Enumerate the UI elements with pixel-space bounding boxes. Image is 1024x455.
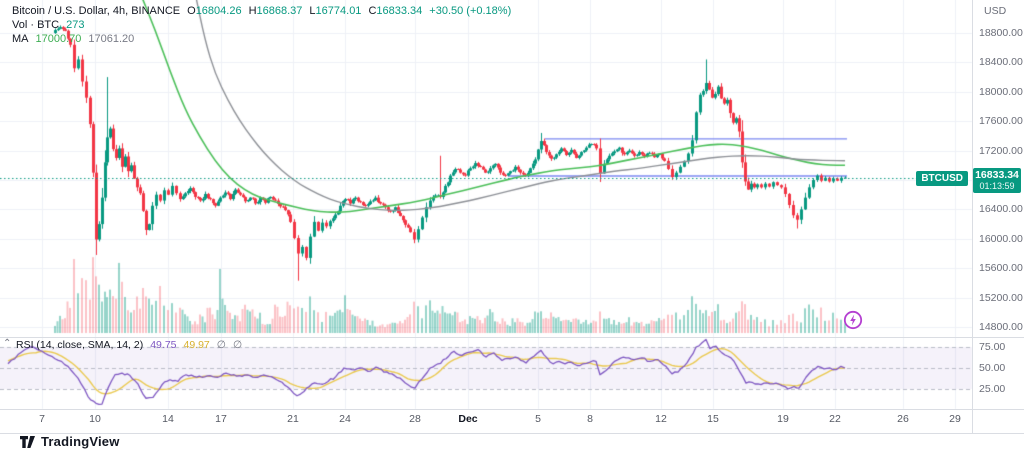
flash-order-button[interactable]	[842, 309, 864, 331]
price-tick-label: 17200.00	[979, 144, 1023, 157]
price-tick-label: 18400.00	[979, 56, 1023, 69]
volume-label: Vol · BTC	[12, 19, 60, 31]
tradingview-logo[interactable]: TradingView	[20, 434, 120, 449]
price-axis-unit: USD	[984, 5, 1007, 17]
time-tick-label: 7	[39, 413, 45, 425]
bar-countdown: 01:13:59	[979, 181, 1015, 191]
ma-legend[interactable]: MA 17000.70 17061.20	[12, 33, 134, 46]
chart-bottom-border	[0, 433, 1024, 434]
time-tick-label: 28	[409, 413, 421, 425]
time-tick-label: 14	[162, 413, 174, 425]
rsi-signal-value: 49.97	[183, 339, 210, 351]
time-tick-label: 19	[777, 413, 789, 425]
price-tick-label: 17600.00	[979, 115, 1023, 128]
rsi-tick-label: 75.00	[979, 341, 1006, 353]
time-tick-label: 10	[89, 413, 101, 425]
time-tick-label: 21	[287, 413, 299, 425]
rsi-tick-label: 25.00	[979, 383, 1006, 395]
rsi-legend[interactable]: RSI (14, close, SMA, 14, 2) 49.75 49.97 …	[16, 339, 242, 352]
pane-separator-rsi[interactable]	[0, 337, 1024, 338]
ohlc-low: L16774.01	[309, 5, 362, 17]
price-change: +30.50 (+0.18%)	[429, 5, 512, 17]
ohlc-close: C16833.34	[368, 5, 423, 17]
time-tick-label: 29	[949, 413, 961, 425]
rsi-tick-label: 50.00	[979, 362, 1006, 374]
last-price-badge: 16833.34 01:13:59	[973, 168, 1021, 193]
rsi-lower-band-empty: ∅	[232, 339, 243, 351]
tradingview-logo-icon	[20, 435, 35, 448]
pane-collapse-icon[interactable]: ⌃	[3, 338, 12, 349]
rsi-label: RSI (14, close, SMA, 14, 2)	[16, 339, 144, 351]
price-tick-label: 18000.00	[979, 85, 1023, 98]
time-tick-label: 22	[829, 413, 841, 425]
symbol-price-label: BTCUSD	[916, 171, 968, 186]
pane-separator-time-axis	[0, 409, 1024, 410]
tradingview-logo-text: TradingView	[41, 434, 120, 449]
time-tick-label: 15	[707, 413, 719, 425]
rsi-upper-band-empty: ∅	[216, 339, 226, 351]
time-tick-label: 26	[897, 413, 909, 425]
ohlc-high: H16868.37	[248, 5, 303, 17]
price-tick-label: 14800.00	[979, 321, 1023, 333]
symbol-legend[interactable]: Bitcoin / U.S. Dollar, 4h, BINANCE O1680…	[12, 5, 511, 18]
price-axis-border	[972, 0, 973, 433]
rsi-value: 49.75	[150, 339, 177, 351]
symbol-title: Bitcoin / U.S. Dollar, 4h, BINANCE	[12, 5, 181, 17]
price-tick-label: 18800.00	[979, 27, 1023, 39]
time-tick-label: 12	[655, 413, 667, 425]
ma-fast-value: 17000.70	[35, 33, 82, 45]
ohlc-open: O16804.26	[187, 5, 242, 17]
price-tick-label: 15600.00	[979, 262, 1023, 275]
volume-value: 273	[66, 19, 85, 31]
ma-label: MA	[12, 33, 29, 45]
time-tick-label: Dec	[458, 413, 478, 425]
price-tick-label: 16400.00	[979, 203, 1023, 216]
ma-slow-value: 17061.20	[88, 33, 135, 45]
time-tick-label: 8	[587, 413, 593, 425]
time-tick-label: 5	[535, 413, 541, 425]
price-tick-label: 16000.00	[979, 232, 1023, 245]
volume-legend[interactable]: Vol · BTC 273	[12, 19, 84, 32]
last-price-value: 16833.34	[975, 169, 1019, 181]
time-tick-label: 17	[215, 413, 227, 425]
lightning-icon	[843, 310, 863, 330]
price-tick-label: 15200.00	[979, 291, 1023, 304]
time-tick-label: 24	[339, 413, 351, 425]
